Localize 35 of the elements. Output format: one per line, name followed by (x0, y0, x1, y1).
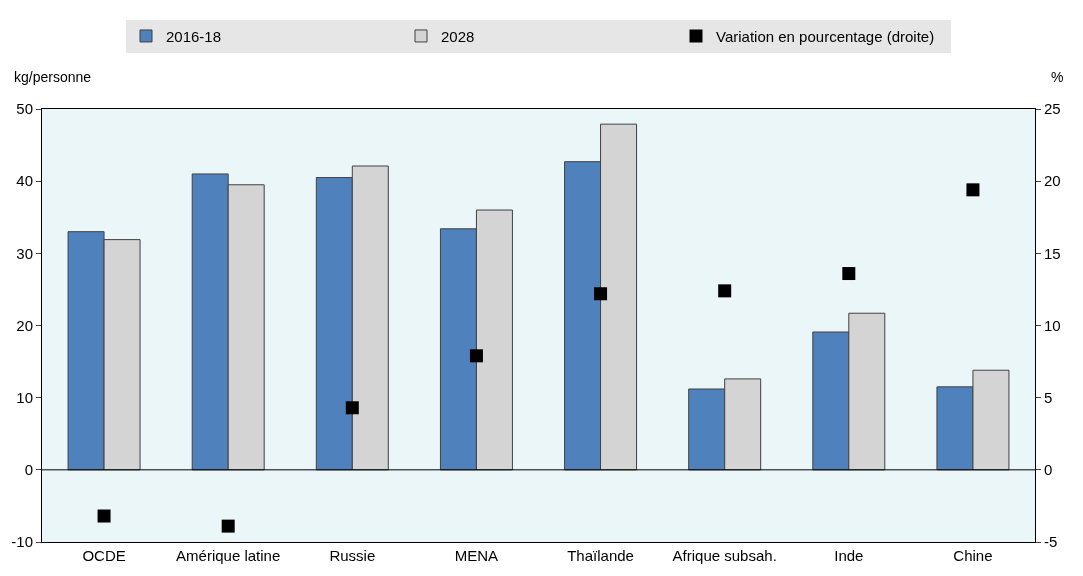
x-tick-label: Thaïlande (567, 547, 634, 564)
x-tick-label: Chine (953, 547, 993, 564)
x-tick-label: Russie (329, 547, 376, 564)
x-tick-label: Afrique subsah. (672, 547, 777, 564)
y-tick-label: 40 (16, 172, 33, 190)
y-tick-label: 50 (16, 100, 33, 118)
point (469, 349, 483, 363)
y2-tick-label: 20 (1044, 172, 1061, 190)
legend-label: 2016-18 (166, 27, 222, 45)
y2-tick-label: 25 (1044, 100, 1061, 118)
legend-label: Variation en pourcentage (droite) (716, 27, 935, 45)
point (594, 287, 608, 301)
point (97, 509, 111, 523)
point (718, 284, 732, 298)
y-tick-label: -10 (11, 533, 33, 551)
y-axis-title: kg/personne (14, 69, 92, 85)
point (966, 183, 980, 197)
y-tick-label: 30 (16, 244, 33, 262)
point (345, 401, 359, 415)
point (221, 519, 235, 533)
legend-label: 2028 (441, 27, 475, 45)
point (842, 267, 856, 281)
y2-axis-title: % (1051, 69, 1064, 85)
x-tick-label: Inde (834, 547, 864, 564)
x-tick-label: MENA (454, 547, 499, 564)
x-tick-label: Amérique latine (176, 547, 281, 564)
y-tick-label: 0 (24, 461, 33, 479)
x-tick-label: OCDE (82, 547, 126, 564)
y2-tick-label: 5 (1044, 388, 1053, 406)
y-tick-label: 10 (16, 388, 33, 406)
y-tick-label: 20 (16, 316, 33, 334)
y2-tick-label: 15 (1044, 244, 1061, 262)
y2-tick-label: 0 (1044, 461, 1053, 479)
y2-tick-label: -5 (1044, 533, 1058, 551)
y2-tick-label: 10 (1044, 316, 1061, 334)
